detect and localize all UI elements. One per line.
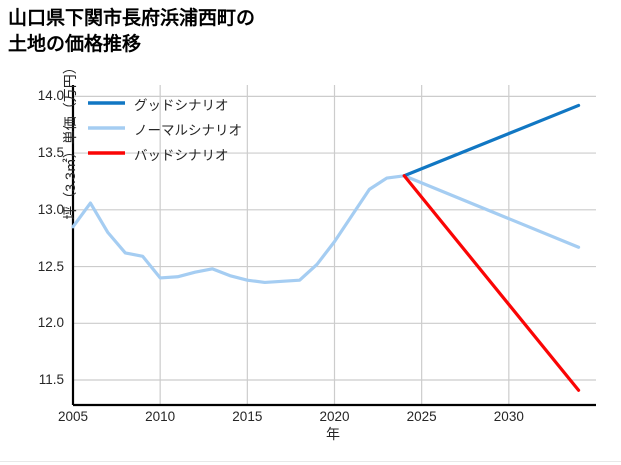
series-line [71, 174, 581, 285]
y-axis-label: 坪（3.3㎡）単価（万円） [62, 60, 78, 220]
data-series-group [71, 103, 581, 392]
series-line [402, 174, 581, 392]
x-tick-label: 2005 [57, 409, 89, 424]
series-line [402, 103, 581, 178]
y-tick-label: 14.0 [37, 88, 64, 104]
x-tick-label: 2015 [232, 409, 263, 424]
legend-item-normal: ノーマルシナリオ [134, 123, 242, 138]
x-axis-label: 年 [326, 426, 340, 442]
y-tick-label: 12.0 [37, 315, 64, 331]
legend-item-bad: バッドシナリオ [134, 148, 229, 163]
x-tick-label: 2010 [145, 409, 176, 424]
x-tick-label: 2025 [406, 409, 437, 424]
y-tick-label: 13.5 [37, 145, 64, 161]
x-tick-label: 2020 [319, 409, 350, 424]
page-title: 山口県下関市長府浜浦西町の 土地の価格推移 [8, 8, 256, 56]
legend-item-good: グッドシナリオ [134, 98, 229, 113]
y-tick-label: 11.5 [38, 372, 64, 388]
y-tick-label: 12.5 [37, 258, 64, 274]
legend-swatches [88, 101, 125, 155]
x-tick-label: 2030 [493, 409, 524, 424]
bottom-divider [0, 461, 621, 462]
y-tick-label: 13.0 [37, 201, 64, 217]
